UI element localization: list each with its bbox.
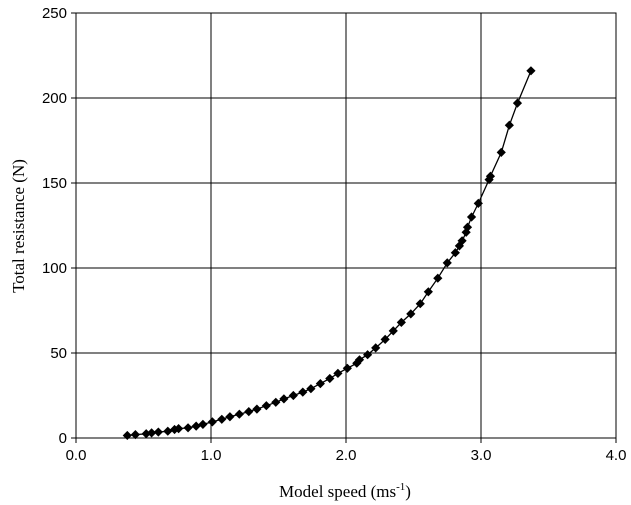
data-point-marker	[306, 384, 316, 394]
data-point-marker	[147, 428, 157, 438]
data-point-marker	[183, 423, 193, 433]
data-point-marker	[462, 222, 473, 232]
data-point-marker	[473, 198, 483, 208]
x-axis-ticks: 0.0 1.0 2.0 3.0 4.0	[66, 438, 627, 464]
data-point-marker	[352, 358, 362, 368]
data-point-marker	[354, 355, 365, 365]
x-tick-label: 3.0	[471, 447, 492, 464]
data-point-marker	[450, 248, 460, 258]
data-point-marker	[380, 334, 390, 344]
data-point-marker	[261, 401, 271, 411]
data-point-marker	[363, 350, 373, 360]
data-point-marker	[512, 98, 523, 108]
data-point-marker	[454, 241, 464, 251]
data-point-marker	[271, 397, 281, 407]
data-point-marker	[279, 394, 289, 404]
data-point-marker	[406, 309, 416, 319]
data-point-marker	[207, 417, 217, 427]
data-point-marker	[466, 212, 477, 222]
data-point-marker	[130, 430, 140, 440]
data-point-marker	[122, 430, 132, 441]
data-point-marker	[415, 299, 425, 309]
y-tick-label: 250	[42, 5, 67, 22]
data-point-marker	[484, 175, 494, 185]
data-point-marker	[442, 258, 452, 268]
data-point-marker	[333, 368, 343, 378]
y-axis-ticks: 0 50 100 150 200 250	[42, 5, 76, 447]
data-point-marker	[244, 407, 254, 417]
data-point-marker	[298, 387, 308, 397]
y-tick-label: 100	[42, 260, 67, 277]
data-point-marker	[342, 363, 352, 373]
data-point-marker	[526, 66, 536, 76]
x-tick-label: 2.0	[336, 447, 357, 464]
data-point-marker	[288, 390, 298, 401]
data-point-marker	[461, 227, 471, 237]
data-point-marker	[191, 421, 201, 431]
y-tick-label: 0	[59, 430, 67, 447]
y-axis-title: Total resistance (N)	[9, 159, 28, 293]
data-point-marker	[396, 317, 406, 327]
y-tick-label: 150	[42, 175, 67, 192]
data-point-marker	[371, 343, 381, 353]
data-point-marker	[163, 426, 173, 436]
x-tick-label: 4.0	[606, 447, 627, 464]
data-point-marker	[433, 273, 443, 283]
data-point-marker	[485, 171, 496, 181]
data-point-marker	[153, 427, 163, 437]
x-tick-label: 1.0	[201, 447, 222, 464]
data-point-marker	[315, 379, 325, 389]
data-point-marker	[252, 404, 262, 414]
data-point-marker	[225, 412, 235, 422]
series-markers	[122, 66, 536, 441]
y-tick-label: 200	[42, 90, 67, 107]
data-point-marker	[457, 236, 467, 246]
data-point-marker	[234, 409, 244, 419]
data-point-marker	[388, 326, 398, 336]
y-tick-label: 50	[50, 345, 67, 362]
data-point-marker	[423, 287, 433, 297]
data-point-marker	[496, 147, 506, 157]
x-tick-label: 0.0	[66, 447, 87, 464]
data-point-marker	[198, 419, 208, 429]
grid-lines	[75, 12, 617, 439]
data-point-marker	[217, 414, 227, 424]
data-point-marker	[325, 373, 335, 384]
data-point-marker	[504, 120, 514, 130]
x-axis-title: Model speed (ms-1)	[279, 481, 411, 501]
data-point-marker	[174, 424, 184, 434]
